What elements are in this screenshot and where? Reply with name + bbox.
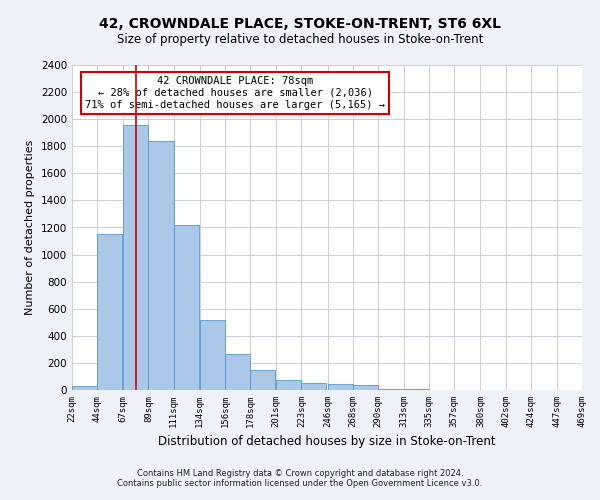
X-axis label: Distribution of detached houses by size in Stoke-on-Trent: Distribution of detached houses by size … (158, 436, 496, 448)
Text: Contains public sector information licensed under the Open Government Licence v3: Contains public sector information licen… (118, 478, 482, 488)
Text: 42 CROWNDALE PLACE: 78sqm
← 28% of detached houses are smaller (2,036)
71% of se: 42 CROWNDALE PLACE: 78sqm ← 28% of detac… (85, 76, 385, 110)
Bar (301, 383, 326, 390)
Bar (148, 141, 173, 390)
Bar (353, 386, 378, 390)
Bar (72, 386, 97, 390)
Bar (250, 370, 275, 390)
Bar (276, 380, 301, 390)
Bar (97, 234, 122, 390)
Bar (200, 320, 225, 390)
Bar (124, 124, 148, 390)
Bar (378, 388, 403, 390)
Y-axis label: Number of detached properties: Number of detached properties (25, 140, 35, 315)
Bar (225, 354, 250, 390)
Text: Contains HM Land Registry data © Crown copyright and database right 2024.: Contains HM Land Registry data © Crown c… (137, 468, 463, 477)
Bar (328, 384, 353, 390)
Text: 42, CROWNDALE PLACE, STOKE-ON-TRENT, ST6 6XL: 42, CROWNDALE PLACE, STOKE-ON-TRENT, ST6… (99, 18, 501, 32)
Text: Size of property relative to detached houses in Stoke-on-Trent: Size of property relative to detached ho… (117, 32, 483, 46)
Bar (173, 225, 199, 390)
